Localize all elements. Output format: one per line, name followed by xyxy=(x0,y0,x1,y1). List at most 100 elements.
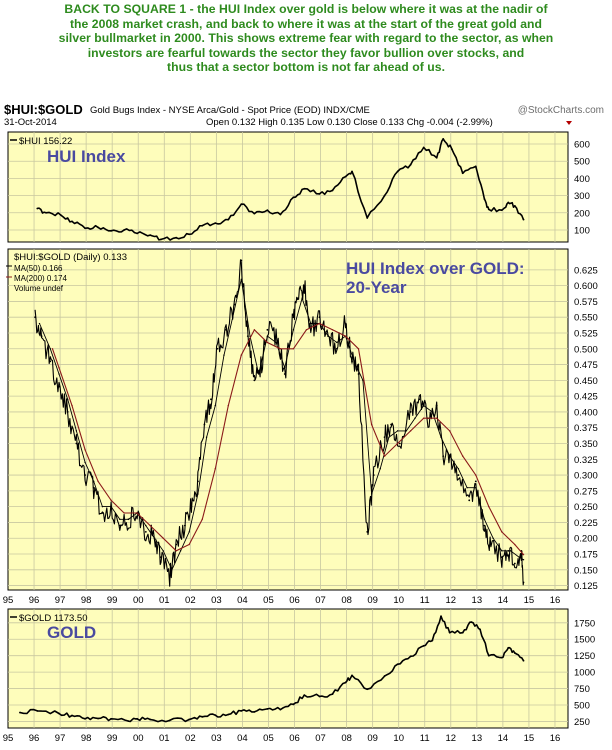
hui-price-point xyxy=(279,213,282,216)
ma50-point xyxy=(292,329,295,331)
x-tick-label: 97 xyxy=(55,733,66,744)
ratio-price-point xyxy=(266,328,269,331)
x-tick-label: 98 xyxy=(81,595,92,606)
hui-price-point xyxy=(110,229,113,232)
x-axis-lower: 95 96 97 98 99 00 01 02 03 04 05 06 07 08 09 10 11 12 13 14… xyxy=(3,733,561,744)
ratio-price-point xyxy=(225,328,228,331)
ratio-price-point xyxy=(383,436,386,439)
ratio-price-point xyxy=(240,259,243,262)
ma50-point xyxy=(522,558,525,561)
ratio-price-point xyxy=(40,335,43,338)
ma200-point xyxy=(201,518,203,520)
gold-price-point xyxy=(461,631,464,634)
hui-y-tick-label: 200 xyxy=(574,208,590,219)
ratio-price-point xyxy=(303,284,306,287)
ma50-point xyxy=(240,278,243,281)
gold-panel-title: GOLD xyxy=(47,623,96,642)
ma200-point xyxy=(292,348,295,350)
ratio-y-tick-label: 0.375 xyxy=(574,423,598,434)
ma50-point xyxy=(214,404,216,407)
ratio-y-tick-label: 0.500 xyxy=(574,344,598,355)
gold-y-tick-label: 250 xyxy=(574,717,590,728)
ma50-point xyxy=(310,322,312,325)
ratio-price-point xyxy=(296,297,299,300)
hui-price-point xyxy=(240,203,243,206)
gold-price-point xyxy=(240,710,243,712)
ma50-point xyxy=(162,550,164,552)
ma50-point xyxy=(171,569,173,571)
ma50-point xyxy=(457,468,460,470)
chart-symbol: $HUI:$GOLD xyxy=(4,102,83,117)
ma50-point xyxy=(145,524,147,527)
x-tick-label: 12 xyxy=(446,733,457,744)
ratio-price-point xyxy=(210,398,212,401)
x-tick-label: 02 xyxy=(185,595,196,606)
ratio-price-point xyxy=(190,505,193,508)
ratio-price-point xyxy=(75,442,78,445)
hui-price-point xyxy=(487,208,490,211)
x-tick-label: 11 xyxy=(420,595,430,606)
hui-price-point xyxy=(175,236,178,239)
hui-price-point xyxy=(422,146,425,149)
x-tick-label: 97 xyxy=(55,595,66,606)
hui-price-point xyxy=(253,212,256,215)
ma50-point xyxy=(301,297,303,299)
ma200-point xyxy=(240,354,243,356)
ratio-y-tick-label: 0.250 xyxy=(574,502,598,513)
hui-price-point xyxy=(507,201,510,204)
ma200-line xyxy=(51,322,524,555)
hui-price-point xyxy=(188,233,191,236)
x-tick-label: 13 xyxy=(472,733,483,744)
ratio-y-tick-label: 0.125 xyxy=(574,581,598,592)
hui-price-point xyxy=(97,226,99,229)
ma200-point xyxy=(522,553,525,556)
ma50-point xyxy=(501,550,503,552)
ratio-price-point xyxy=(92,486,95,489)
hui-price-point xyxy=(84,227,86,230)
gold-panel-bg xyxy=(7,608,569,729)
ma200-point xyxy=(488,505,490,508)
ratio-y-tick-label: 0.575 xyxy=(574,297,598,308)
gold-price-point xyxy=(344,681,347,684)
ratio-price-point xyxy=(468,499,471,502)
ma50-point xyxy=(396,430,399,432)
x-tick-label: 95 xyxy=(3,595,14,606)
ma200-point xyxy=(84,449,86,451)
chart-panels: 1002003004005006000.1250.1500.1750.2000.… xyxy=(6,131,598,729)
ma50-point xyxy=(110,505,112,508)
hui-price-point xyxy=(513,205,516,207)
ratio-panel-title-line2: 20-Year xyxy=(346,278,407,297)
hui-price-point xyxy=(318,192,321,195)
gold-y-tick-label: 1750 xyxy=(574,618,595,629)
gold-price-point xyxy=(318,695,321,698)
hui-price-point xyxy=(331,189,334,192)
ratio-price-point xyxy=(490,543,492,546)
ma50-point xyxy=(127,518,130,520)
ma200-point xyxy=(449,430,451,432)
gold-price-point xyxy=(136,717,139,720)
hui-legend: $HUI 156.22 xyxy=(19,136,72,147)
ma50-point xyxy=(422,404,425,407)
ratio-price-point xyxy=(34,316,37,319)
hui-price-point xyxy=(500,209,503,212)
x-tick-label: 04 xyxy=(237,733,248,744)
ratio-price-point xyxy=(366,531,369,533)
ma200-point xyxy=(188,543,190,546)
gold-price-point xyxy=(507,646,510,649)
hui-price-point xyxy=(266,209,269,212)
x-tick-label: 15 xyxy=(524,733,535,744)
hui-price-point xyxy=(227,218,230,221)
ma50-point xyxy=(75,430,78,432)
ma50-point xyxy=(231,316,234,318)
ratio-panel-bg xyxy=(7,248,569,591)
ratio-y-tick-label: 0.175 xyxy=(574,550,598,561)
ratio-y-tick-label: 0.550 xyxy=(574,313,598,324)
hui-price-point xyxy=(450,148,453,151)
ma50-point xyxy=(66,398,69,400)
ma50-point xyxy=(475,487,477,489)
ratio-price-point xyxy=(66,411,69,413)
ratio-y-tick-label: 0.600 xyxy=(574,281,598,292)
hui-price-point xyxy=(461,172,464,175)
ratio-y-tick-label: 0.150 xyxy=(574,565,598,576)
